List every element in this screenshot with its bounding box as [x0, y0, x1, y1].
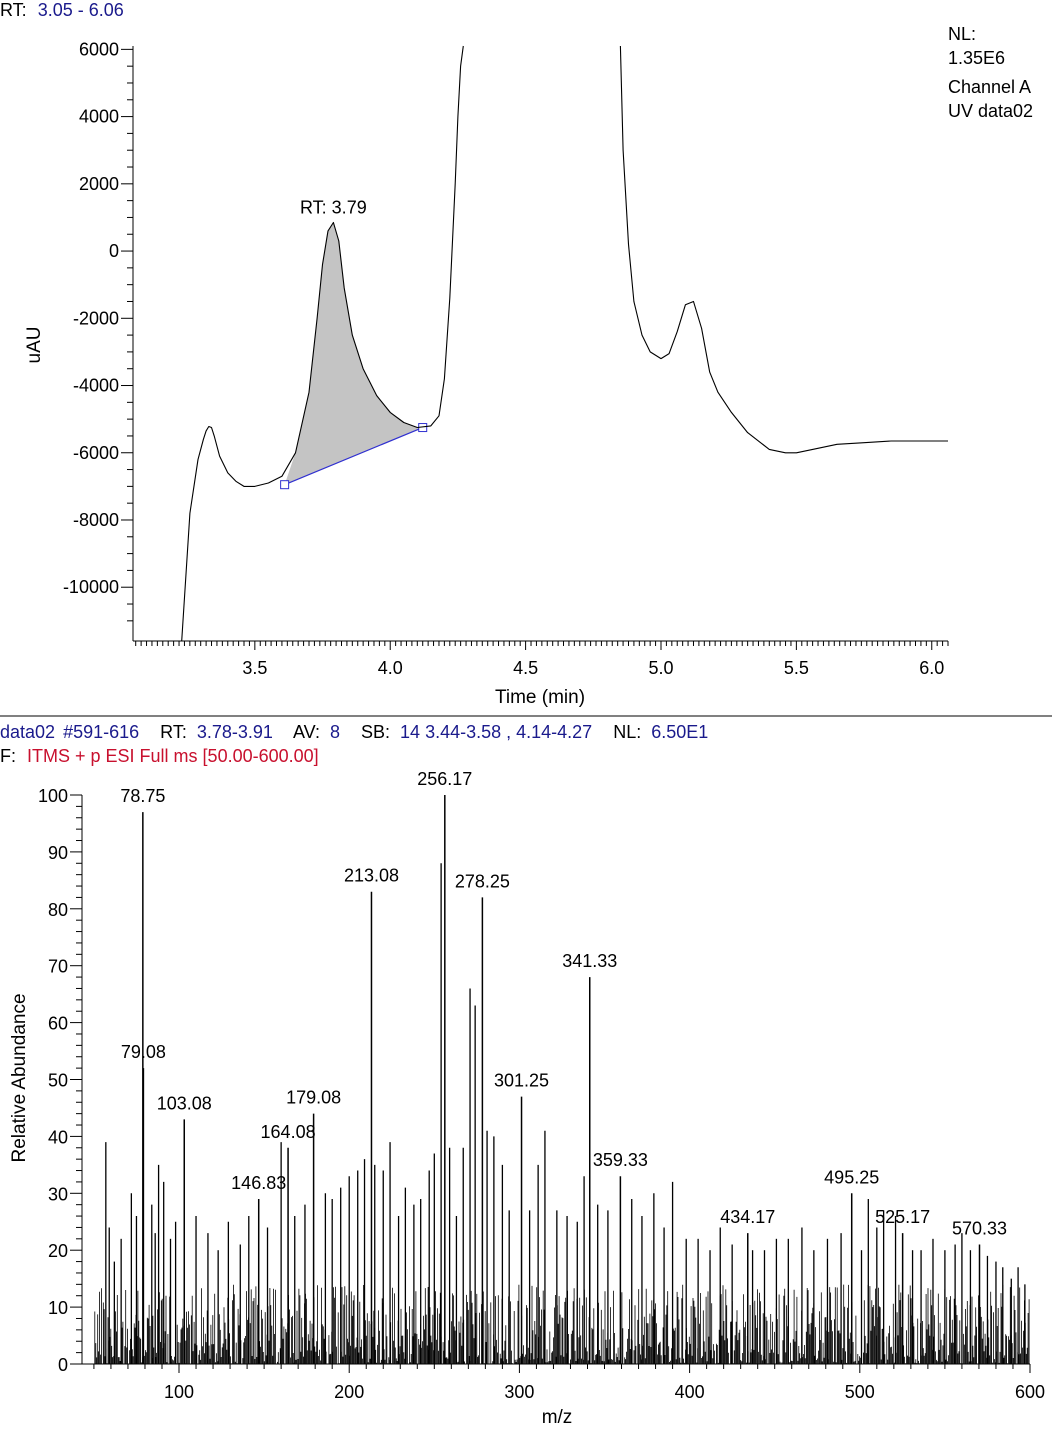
chromatogram-x-tick-label: 3.5 — [242, 658, 267, 678]
spectrum-noise — [94, 1284, 1030, 1364]
spectrum-x-tick-label: 300 — [504, 1382, 534, 1402]
chromatogram-info-line: NL: — [948, 24, 976, 44]
spectrum-scan-header: data02 #591-616 RT: 3.78-3.91 AV: 8 SB: … — [0, 722, 708, 742]
av-value: 8 — [330, 722, 340, 742]
chromatogram-x-tick-label: 6.0 — [919, 658, 944, 678]
spectrum-y-axis-title: Relative Abundance — [9, 993, 30, 1162]
spectrum-peak-label: 525.17 — [875, 1207, 930, 1227]
spectrum-peak-label: 146.83 — [231, 1173, 286, 1193]
spectrum-x-tick-label: 500 — [845, 1382, 875, 1402]
spectrum-filter-header: F: ITMS + p ESI Full ms [50.00-600.00] — [0, 746, 319, 766]
integrated-peak-label: RT: 3.79 — [300, 197, 367, 217]
av-label: AV: — [293, 722, 320, 742]
scan-name: data02 — [0, 722, 55, 742]
sb-value: 14 3.44-3.58 , 4.14-4.27 — [400, 722, 592, 742]
spectrum-peak-label: 256.17 — [417, 769, 472, 789]
spectrum-x-axis-title: m/z — [542, 1407, 573, 1428]
spectrum-peak-label: 164.08 — [261, 1122, 316, 1142]
rt-value: 3.78-3.91 — [197, 722, 273, 742]
chromatogram-y-tick-label: -6000 — [73, 443, 119, 463]
chromatogram-x-tick-label: 4.0 — [378, 658, 403, 678]
integration-baseline — [284, 426, 423, 486]
chromatogram-x-tick-label: 5.0 — [648, 658, 673, 678]
chromatogram-y-tick-label: -2000 — [73, 308, 119, 328]
spectrum-y-tick-label: 70 — [48, 957, 68, 977]
spectrum-peak-label: 341.33 — [562, 951, 617, 971]
spectrum-noise-bars — [94, 1284, 1030, 1364]
chromatogram-y-tick-label: 2000 — [79, 174, 119, 194]
spectrum-x-tick-label: 100 — [164, 1382, 194, 1402]
chromatogram-y-tick-label: -10000 — [63, 577, 119, 597]
spectrum-peak-label: 78.75 — [120, 786, 165, 806]
spectrum-peak-label: 570.33 — [952, 1219, 1007, 1239]
chromatogram-series-line — [181, 45, 464, 642]
spectrum-y-tick-label: 90 — [48, 843, 68, 863]
spectrum-y-tick-label: 100 — [38, 786, 68, 806]
nl-value: 6.50E1 — [651, 722, 708, 742]
baseline-start-marker — [280, 480, 290, 490]
spectrum-peak-labels: 78.75 79.08 103.08 146.83 164.08 179.08 213.08… — [120, 769, 1007, 1239]
chromatogram-header: RT: 3.05 - 6.06 — [0, 0, 124, 20]
chromatogram-x-tick-label: 5.5 — [784, 658, 809, 678]
chromatogram-info-line: 1.35E6 — [948, 48, 1005, 68]
chromatogram-header-range: 3.05 - 6.06 — [38, 0, 124, 20]
chromatogram-series-line — [619, 45, 948, 454]
chromatogram-header-prefix: RT: — [0, 0, 27, 20]
chromatogram-y-tick-label: -8000 — [73, 510, 119, 530]
spectrum-x-tick-label: 600 — [1015, 1382, 1045, 1402]
spectrum-peak-label: 79.08 — [121, 1042, 166, 1062]
chromatogram-y-tick-label: -4000 — [73, 376, 119, 396]
chromatogram-info: NL: 1.35E6 Channel A UV data02 — [948, 24, 1033, 121]
chromatogram-info-line: UV data02 — [948, 101, 1033, 121]
spectrum-y-tick-label: 60 — [48, 1014, 68, 1034]
chromatogram-panel: RT: 3.05 - 6.06 NL: 1.35E6 Channel A UV … — [0, 0, 1033, 708]
spectrum-peaks — [105, 795, 1026, 1364]
chromatogram-x-axis-title: Time (min) — [495, 687, 585, 708]
chromatogram-info-line: Channel A — [948, 77, 1031, 97]
mass-spectrum-panel: data02 #591-616 RT: 3.78-3.91 AV: 8 SB: … — [0, 722, 1045, 1428]
rt-label: RT: — [160, 722, 187, 742]
spectrum-peak-label: 103.08 — [157, 1093, 212, 1113]
chromatogram-y-tick-label: 4000 — [79, 107, 119, 127]
chromatogram-y-axis-title: uAU — [24, 327, 45, 364]
spectrum-peak-label: 213.08 — [344, 866, 399, 886]
sb-label: SB: — [361, 722, 390, 742]
integrated-peak-area — [284, 222, 423, 485]
spectrum-peak-label: 434.17 — [720, 1207, 775, 1227]
spectrum-peak-label: 495.25 — [824, 1167, 879, 1187]
chromatogram-y-tick-label: 0 — [109, 241, 119, 261]
spectrum-y-tick-label: 10 — [48, 1298, 68, 1318]
spectrum-y-tick-label: 20 — [48, 1241, 68, 1261]
chromatogram-x-tick-label: 4.5 — [513, 658, 538, 678]
spectrum-peak-label: 278.25 — [455, 871, 510, 891]
filter-value: ITMS + p ESI Full ms [50.00-600.00] — [27, 746, 319, 766]
integrated-peak: RT: 3.79 — [280, 197, 428, 490]
nl-label: NL: — [613, 722, 641, 742]
spectrum-peak-label: 179.08 — [286, 1088, 341, 1108]
spectrum-y-tick-label: 40 — [48, 1127, 68, 1147]
spectrum-y-tick-label: 0 — [58, 1355, 68, 1375]
spectrum-y-tick-label: 30 — [48, 1184, 68, 1204]
spectrum-peak-label: 301.25 — [494, 1071, 549, 1091]
chromatogram-trace — [181, 45, 948, 642]
scan-range: #591-616 — [63, 722, 139, 742]
spectrum-y-tick-label: 50 — [48, 1071, 68, 1091]
chromatogram-axes: 3.5 4.0 4.5 5.0 5.5 6.0 6000 4000 2000 0 -2000 -400… — [63, 39, 949, 678]
filter-label: F: — [0, 746, 16, 766]
spectrum-peak-label: 359.33 — [593, 1150, 648, 1170]
spectrum-x-tick-label: 400 — [675, 1382, 705, 1402]
spectrum-x-tick-label: 200 — [334, 1382, 364, 1402]
chromatogram-y-tick-label: 6000 — [79, 39, 119, 59]
spectrum-y-tick-label: 80 — [48, 900, 68, 920]
spectrum-axes: 100 200 300 400 500 600 0 10 20 30 40 50 60 70 80 90 100 — [38, 786, 1045, 1402]
